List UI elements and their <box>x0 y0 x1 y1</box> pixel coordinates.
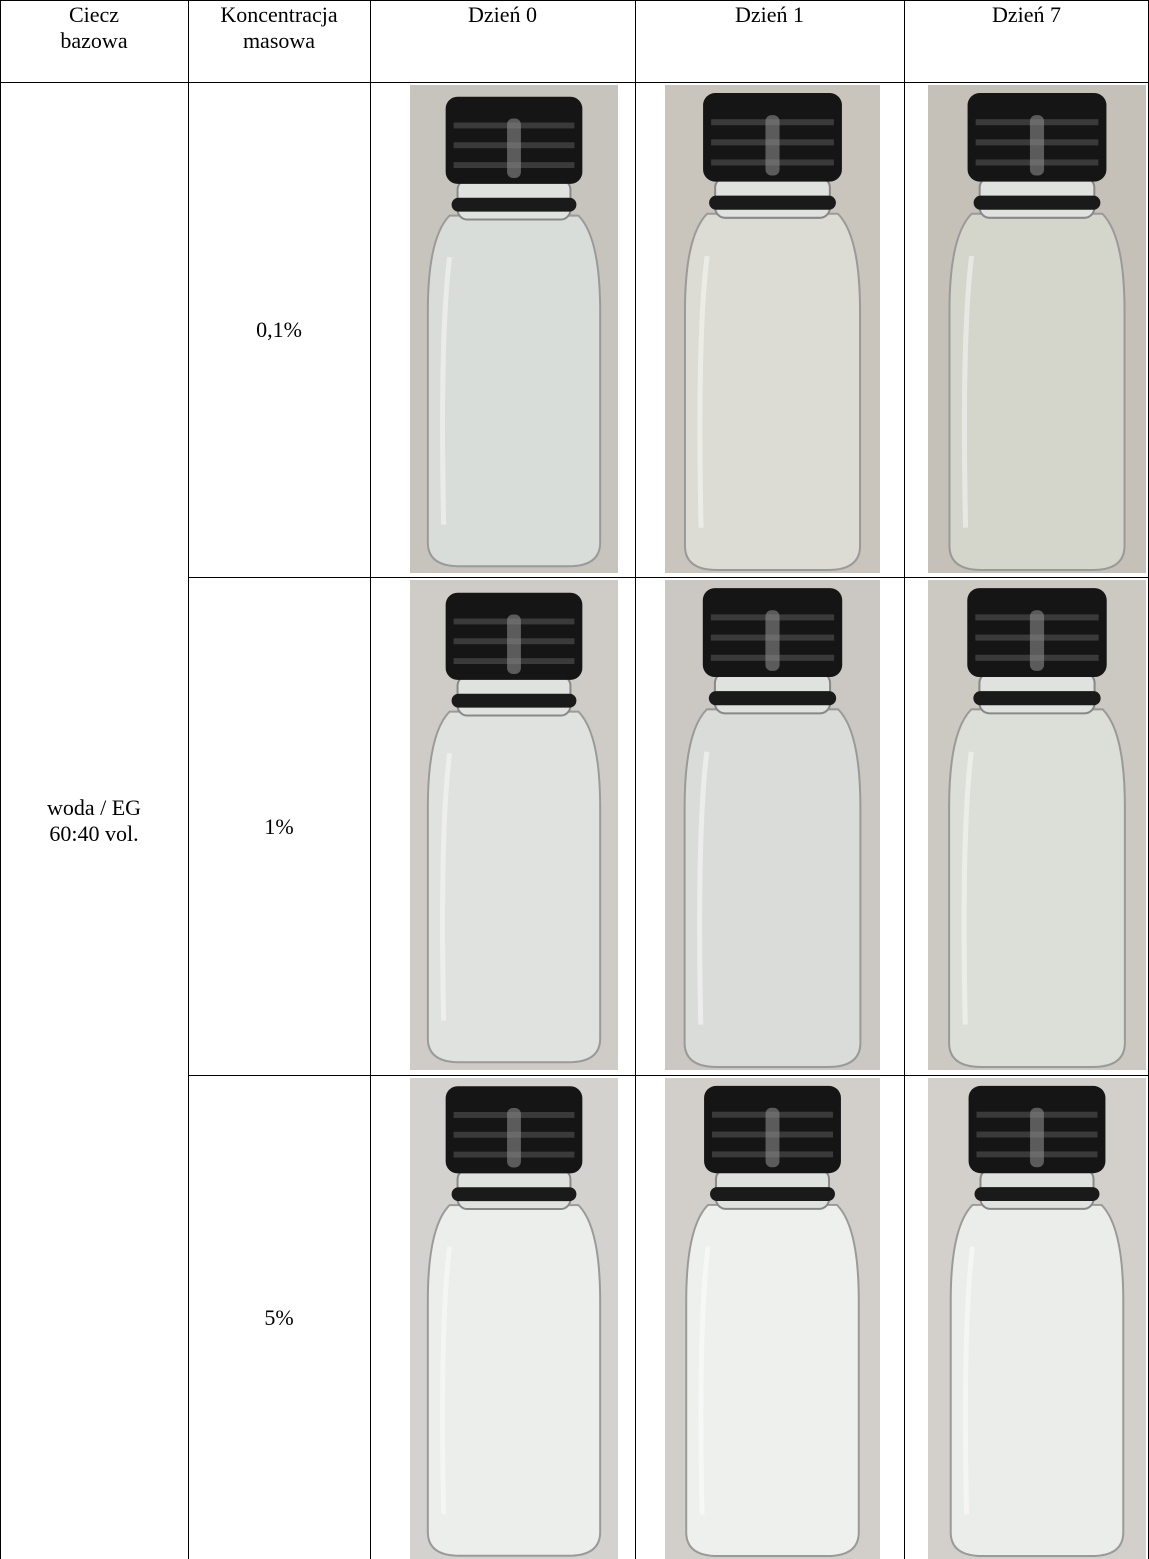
border <box>0 0 1149 1</box>
border <box>370 0 371 1559</box>
bottle-photo <box>928 1078 1146 1559</box>
bottle-photo <box>665 580 880 1070</box>
bottle-photo <box>665 1078 880 1559</box>
bottle-photo <box>410 1078 618 1559</box>
header-cell: Ciecz bazowa <box>60 2 128 53</box>
bottle-photo <box>410 580 618 1070</box>
border <box>188 1075 1149 1076</box>
bottle-photo <box>928 85 1146 573</box>
base-fluid: woda / EG 60:40 vol. <box>46 795 142 846</box>
bottle-photo <box>928 580 1146 1070</box>
concentration: 1% <box>264 813 294 839</box>
border <box>0 82 1149 83</box>
bottle-photo <box>665 85 880 573</box>
border <box>904 0 905 1559</box>
concentration: 0,1% <box>256 317 302 342</box>
border <box>635 0 636 1559</box>
bottle-photo <box>410 85 618 573</box>
header-cell: Dzień 7 <box>991 2 1062 27</box>
border <box>188 577 1149 578</box>
header-cell: Koncentracja masowa <box>220 2 338 53</box>
border <box>0 0 1 1559</box>
header-cell: Dzień 1 <box>734 2 805 27</box>
header-cell: Dzień 0 <box>467 2 538 27</box>
concentration: 5% <box>264 1304 294 1330</box>
border <box>188 0 189 1559</box>
